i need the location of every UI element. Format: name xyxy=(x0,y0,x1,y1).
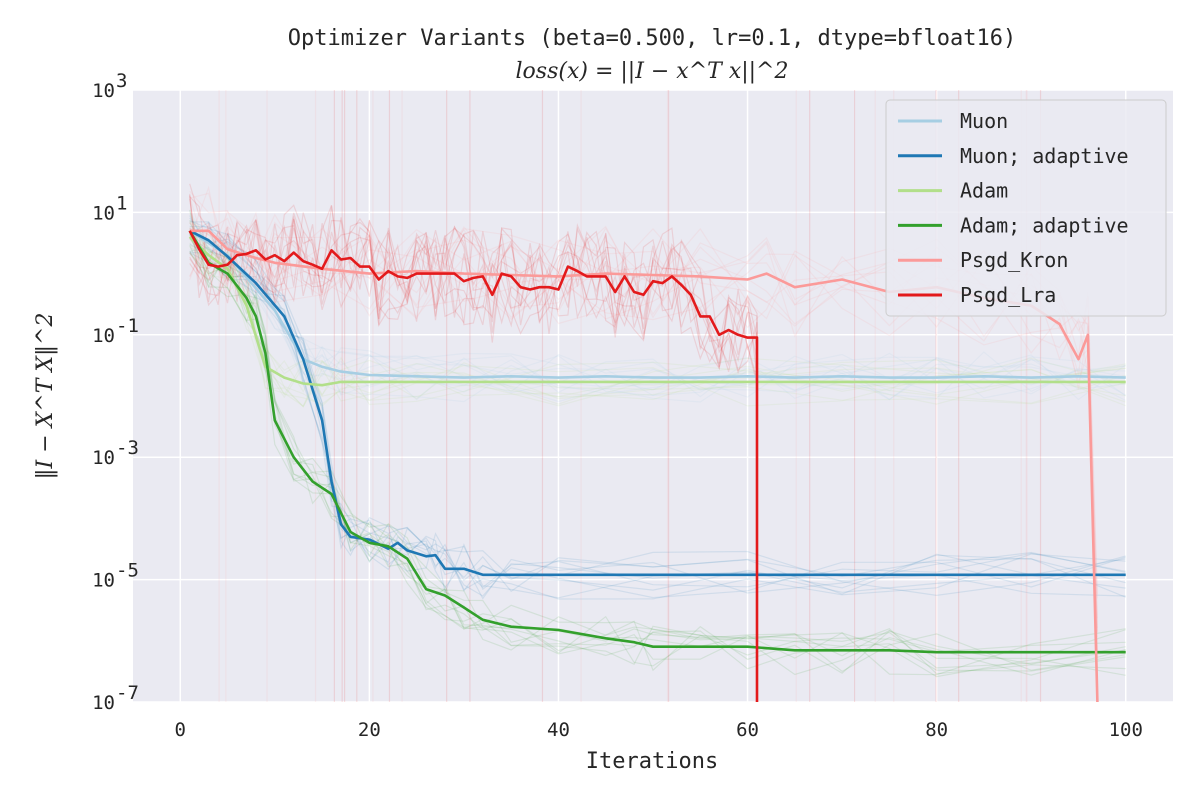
background-trace xyxy=(189,243,1126,589)
series-line-muon xyxy=(188,229,1126,379)
y-tick-exponent: -5 xyxy=(116,560,139,582)
background-trace xyxy=(189,210,1098,629)
series-line-adam xyxy=(188,235,1126,387)
background-trace xyxy=(189,227,1126,406)
series-line-psgd-lra xyxy=(188,230,759,702)
background-trace xyxy=(189,220,1126,408)
background-trace xyxy=(189,233,1126,396)
legend-label: Adam xyxy=(960,179,1008,203)
background-trace xyxy=(189,242,1126,402)
background-trace xyxy=(189,221,1126,600)
background-trace xyxy=(189,225,1126,595)
background-trace xyxy=(189,232,1126,403)
legend-label: Muon xyxy=(960,109,1008,133)
background-trace xyxy=(189,217,1126,597)
background-trace xyxy=(189,238,1126,397)
background-trace xyxy=(189,219,758,642)
y-tick-exponent: 3 xyxy=(116,70,127,92)
legend-box xyxy=(885,99,1167,317)
y-tick-label: 10 xyxy=(92,202,115,224)
y-tick-label: 10 xyxy=(92,325,115,347)
x-tick-label: 20 xyxy=(358,719,381,741)
background-trace xyxy=(189,209,1126,672)
y-tick-label: 10 xyxy=(92,80,115,102)
legend-label: Psgd_Lra xyxy=(960,283,1056,307)
legend-label: Psgd_Kron xyxy=(960,248,1068,272)
x-tick-label: 80 xyxy=(925,719,948,741)
background-trace xyxy=(189,226,1098,599)
y-tick-label: 10 xyxy=(92,692,115,714)
background-trace xyxy=(189,195,758,680)
background-trace xyxy=(189,222,758,689)
x-tick-label: 100 xyxy=(1109,719,1143,741)
background-trace xyxy=(189,211,1126,402)
y-tick-exponent: -1 xyxy=(116,315,139,337)
background-trace xyxy=(189,198,758,629)
background-trace xyxy=(189,221,1126,599)
y-tick-exponent: -7 xyxy=(116,682,139,704)
y-tick-label: 10 xyxy=(92,570,115,592)
background-trace xyxy=(189,233,1127,401)
x-tick-labels: 0 20 40 60 80 100 xyxy=(175,719,1143,741)
x-tick-label: 40 xyxy=(547,719,570,741)
background-trace xyxy=(189,229,1126,399)
background-trace xyxy=(189,236,1126,656)
background-trace xyxy=(189,227,1127,401)
background-trace xyxy=(189,245,1126,674)
x-tick-label: 0 xyxy=(175,719,186,741)
series-line-muon-adaptive xyxy=(189,229,1126,577)
legend-label: Muon; adaptive xyxy=(960,144,1129,168)
y-axis-label: ‖I − X^T X‖^2 xyxy=(33,313,58,480)
background-trace xyxy=(189,220,1126,591)
background-trace xyxy=(189,193,758,632)
background-trace xyxy=(189,237,1126,673)
background-trace xyxy=(189,190,1098,654)
legend: Muon Muon; adaptive Adam Adam; adaptive Psgd… xyxy=(885,99,1167,317)
x-tick-label: 60 xyxy=(736,719,759,741)
y-tick-exponent: -3 xyxy=(116,437,139,459)
background-trace xyxy=(189,234,1126,394)
series-lines xyxy=(188,229,1126,702)
background-trace xyxy=(189,252,1126,675)
background-trace xyxy=(189,235,1126,676)
background-trace xyxy=(189,230,1126,405)
background-trace xyxy=(189,212,758,613)
y-tick-exponent: 1 xyxy=(116,192,127,214)
series-line-adam-adaptive xyxy=(188,230,1126,654)
legend-label: Adam; adaptive xyxy=(960,213,1129,237)
background-trace xyxy=(189,223,758,658)
background-trace xyxy=(189,233,1126,407)
chart-title: Optimizer Variants (beta=0.500, lr=0.1, … xyxy=(288,26,1016,51)
y-tick-label: 10 xyxy=(92,447,115,469)
chart-subtitle: loss(x) = ||I − x^T x||^2 xyxy=(516,59,789,84)
background-trace xyxy=(189,233,1126,669)
x-axis-label: Iterations xyxy=(586,749,718,774)
background-trace xyxy=(189,183,758,620)
grid-lines xyxy=(133,89,1173,703)
